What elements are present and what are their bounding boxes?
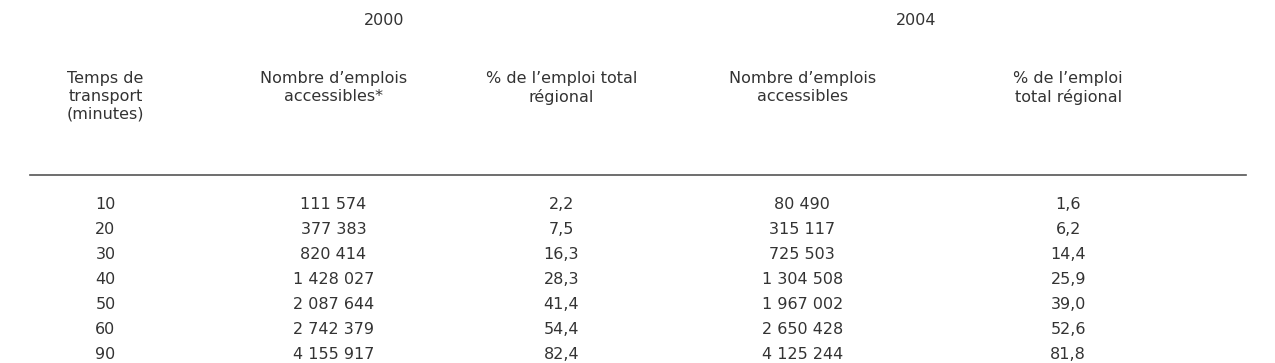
Text: Temps de
transport
(minutes): Temps de transport (minutes) — [66, 72, 144, 121]
Text: 2 087 644: 2 087 644 — [293, 297, 374, 312]
Text: 725 503: 725 503 — [769, 247, 835, 262]
Text: 39,0: 39,0 — [1051, 297, 1086, 312]
Text: 7,5: 7,5 — [548, 222, 574, 237]
Text: 2,2: 2,2 — [548, 197, 574, 212]
Text: 16,3: 16,3 — [543, 247, 579, 262]
Text: Nombre d’emplois
accessibles*: Nombre d’emplois accessibles* — [260, 72, 407, 104]
Text: 2000: 2000 — [363, 13, 404, 28]
Text: 82,4: 82,4 — [543, 347, 579, 362]
Text: 90: 90 — [96, 347, 116, 362]
Text: 2 650 428: 2 650 428 — [761, 322, 843, 337]
Text: 820 414: 820 414 — [301, 247, 367, 262]
Text: Nombre d’emplois
accessibles: Nombre d’emplois accessibles — [728, 72, 876, 104]
Text: 60: 60 — [96, 322, 116, 337]
Text: 14,4: 14,4 — [1051, 247, 1086, 262]
Text: 30: 30 — [96, 247, 116, 262]
Text: 54,4: 54,4 — [543, 322, 579, 337]
Text: 81,8: 81,8 — [1051, 347, 1086, 362]
Text: 1,6: 1,6 — [1056, 197, 1081, 212]
Text: 1 967 002: 1 967 002 — [761, 297, 843, 312]
Text: 111 574: 111 574 — [301, 197, 367, 212]
Text: 2 742 379: 2 742 379 — [293, 322, 374, 337]
Text: 1 304 508: 1 304 508 — [761, 272, 843, 287]
Text: 10: 10 — [96, 197, 116, 212]
Text: % de l’emploi total
régional: % de l’emploi total régional — [486, 72, 638, 105]
Text: 4 155 917: 4 155 917 — [293, 347, 374, 362]
Text: 4 125 244: 4 125 244 — [761, 347, 843, 362]
Text: 2004: 2004 — [896, 13, 936, 28]
Text: 20: 20 — [96, 222, 116, 237]
Text: 377 383: 377 383 — [301, 222, 366, 237]
Text: 1 428 027: 1 428 027 — [293, 272, 374, 287]
Text: 50: 50 — [96, 297, 116, 312]
Text: 28,3: 28,3 — [543, 272, 579, 287]
Text: % de l’emploi
total régional: % de l’emploi total régional — [1014, 72, 1123, 105]
Text: 6,2: 6,2 — [1056, 222, 1081, 237]
Text: 25,9: 25,9 — [1051, 272, 1086, 287]
Text: 41,4: 41,4 — [543, 297, 579, 312]
Text: 40: 40 — [96, 272, 116, 287]
Text: 315 117: 315 117 — [769, 222, 835, 237]
Text: 80 490: 80 490 — [774, 197, 830, 212]
Text: 52,6: 52,6 — [1051, 322, 1086, 337]
